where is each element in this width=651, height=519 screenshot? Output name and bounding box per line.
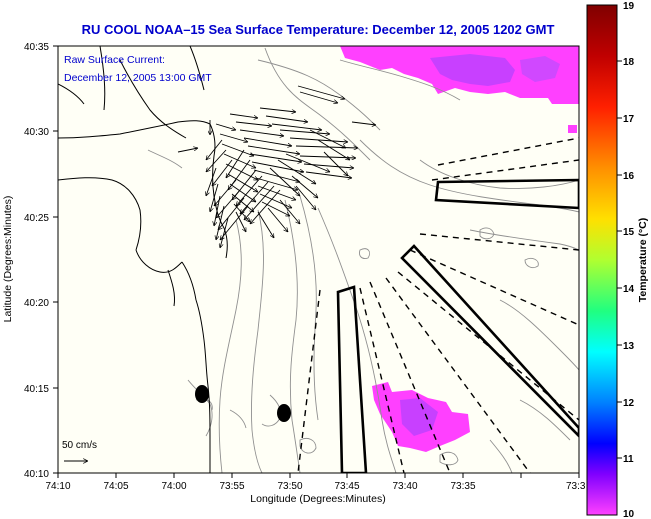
- x-tick-label: 74:10: [45, 481, 70, 492]
- surface-current-vectors: [177, 85, 376, 248]
- x-tick-labels: 74:10 74:05 74:00 73:55 73:50 73:45 73:4…: [45, 481, 585, 492]
- x-tick-label: 74:05: [103, 481, 128, 492]
- colorbar-tick-label: 14: [623, 284, 635, 295]
- sst-patch-south: [372, 382, 470, 452]
- station-dot: [277, 404, 291, 422]
- x-tick-label: 73:45: [334, 481, 359, 492]
- plot-frame: [57, 45, 580, 474]
- solid-outline-boxes: [336, 178, 579, 473]
- subtitle-line-1: Raw Surface Current:: [64, 54, 165, 66]
- plot-area: Raw Surface Current: December 12, 2005 1…: [58, 46, 579, 473]
- colorbar-tick-label: 13: [623, 341, 635, 352]
- colorbar-label: Temperature (°C): [637, 218, 649, 303]
- y-tick-label: 40:30: [24, 127, 49, 138]
- colorbar-tick-marks: [617, 60, 622, 459]
- x-tick-label: 74:00: [161, 481, 186, 492]
- colorbar-tick-label: 18: [623, 57, 635, 68]
- y-axis-label: Latitude (Degrees:Minutes): [2, 196, 14, 323]
- y-tick-label: 40:10: [24, 469, 49, 480]
- y-tick-label: 40:20: [24, 298, 49, 309]
- x-tick-label: 73:40: [392, 481, 417, 492]
- colorbar: [586, 4, 618, 516]
- y-tick-label: 40:15: [24, 384, 49, 395]
- x-tick-label: 73:35: [450, 481, 475, 492]
- x-tick-label: 73:50: [277, 481, 302, 492]
- colorbar-tick-labels: 19 18 17 16 15 14 13 12 11 10: [623, 1, 635, 519]
- y-tick-labels: 40:35 40:30 40:25 40:20 40:15 40:10: [24, 42, 49, 480]
- y-tick-label: 40:25: [24, 213, 49, 224]
- colorbar-tick-label: 12: [623, 398, 635, 409]
- y-tick-marks: [53, 45, 58, 474]
- radial-dashed-lines: [297, 137, 579, 473]
- subtitle-line-2: December 12, 2005 13:00 GMT: [64, 72, 212, 84]
- x-tick-label: 73:3: [566, 481, 586, 492]
- colorbar-tick-label: 17: [623, 114, 635, 125]
- x-tick-label: 73:55: [219, 481, 244, 492]
- y-tick-label: 40:35: [24, 42, 49, 53]
- map-background: [58, 46, 579, 473]
- x-tick-marks: [57, 473, 580, 478]
- sst-patch-north: [340, 46, 579, 133]
- x-axis-label: Longitude (Degrees:Minutes): [250, 493, 385, 505]
- station-dot: [195, 385, 209, 403]
- colorbar-tick-label: 15: [623, 227, 635, 238]
- colorbar-tick-label: 10: [623, 509, 635, 519]
- colorbar-tick-label: 11: [623, 454, 634, 465]
- scale-label: 50 cm/s: [62, 440, 97, 451]
- figure-title: RU COOL NOAA–15 Sea Surface Temperature:…: [82, 22, 555, 37]
- colorbar-tick-label: 19: [623, 1, 635, 12]
- coastline: [58, 46, 228, 473]
- colorbar-tick-label: 16: [623, 171, 635, 182]
